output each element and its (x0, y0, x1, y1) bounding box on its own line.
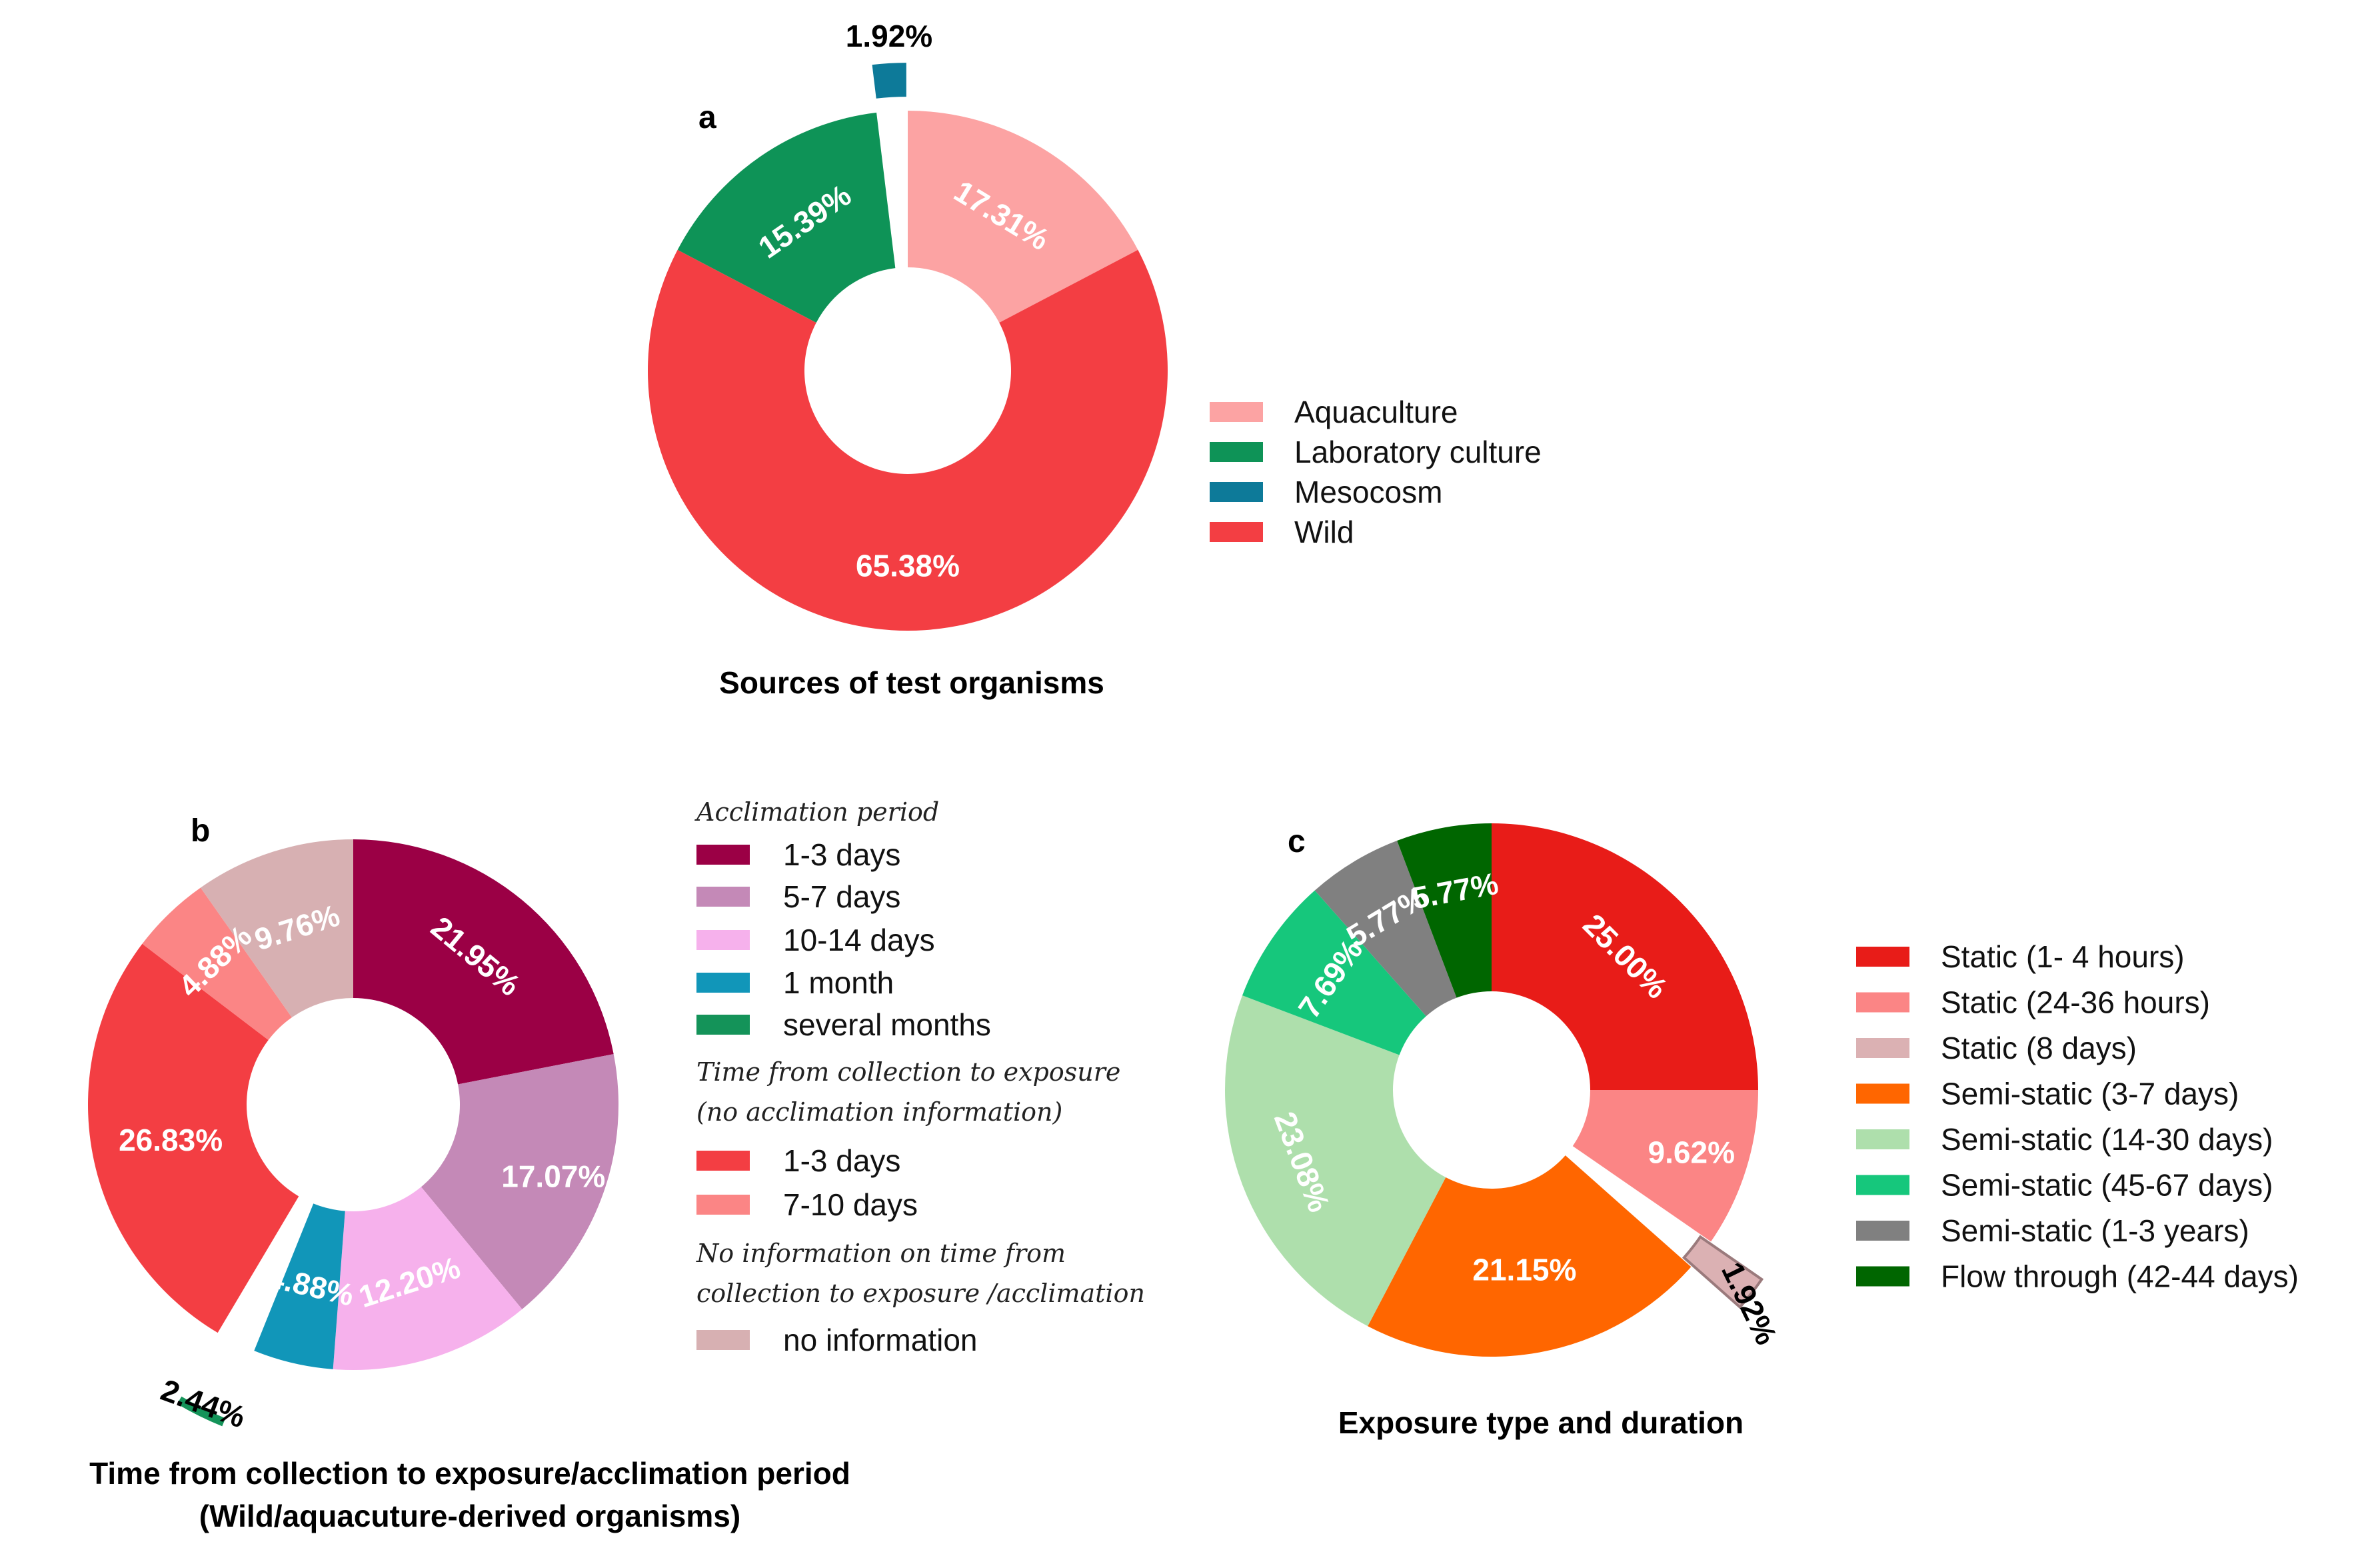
c-slice-semi-static-45-67-days (1242, 890, 1426, 1055)
c-slice-static-8-days-label: 1.92% (1715, 1257, 1784, 1350)
a-legend-swatch-aquaculture (1210, 402, 1263, 422)
b-legend-swatch-no-information-3 (696, 1330, 750, 1350)
panel-c-letter: c (1288, 824, 1306, 859)
b-legend-label-1-month-1: 1 month (783, 965, 894, 1000)
b-slice-1-3-days-collection-label: 26.83% (119, 1123, 223, 1157)
panel-b-subtitle: (Wild/aquacuture-derived organisms) (199, 1499, 740, 1533)
b-legend-label-no-information-3: no information (783, 1323, 978, 1357)
b-legend-swatch-several-months-1 (696, 1015, 750, 1035)
c-legend-label-static-1-4-hours: Static (1- 4 hours) (1941, 939, 2185, 974)
panel-a-legend: Aquaculture Laboratory culture Mesocosm Wil… (1210, 395, 1542, 549)
c-legend-swatch-static-24-36-hours (1856, 992, 1909, 1013)
a-legend-label-wild: Wild (1294, 515, 1354, 549)
b-legend-heading-3: No information on time from (696, 1239, 1066, 1268)
a-slice-wild (648, 249, 1168, 631)
c-legend-swatch-semi-static-3-7-days (1856, 1083, 1909, 1104)
c-legend-label-static-8-days: Static (8 days) (1941, 1031, 2137, 1065)
b-legend-swatch-5-7-days-1 (696, 887, 750, 907)
c-legend-swatch-semi-static-14-30-days (1856, 1129, 1909, 1149)
b-legend-label-1-3-days-2: 1-3 days (783, 1143, 900, 1178)
a-legend-swatch-laboratory-culture (1210, 442, 1263, 462)
b-legend-label-7-10-days-2: 7-10 days (783, 1187, 918, 1222)
c-legend-label-flow-through-42-44-days: Flow through (42-44 days) (1941, 1259, 2299, 1294)
c-slice-flow-through-42-44-days (1397, 823, 1492, 998)
c-legend-label-semi-static-3-7-days: Semi-static (3-7 days) (1941, 1077, 2239, 1111)
panel-b-letter: b (191, 813, 210, 849)
c-legend-label-static-24-36-hours: Static (24-36 hours) (1941, 985, 2210, 1020)
c-legend-swatch-flow-through-42-44-days (1856, 1266, 1909, 1287)
b-legend-label-1-3-days-1: 1-3 days (783, 837, 900, 872)
b-legend-swatch-1-month-1 (696, 973, 750, 993)
c-legend-label-semi-static-14-30-days: Semi-static (14-30 days) (1941, 1122, 2273, 1157)
b-legend-heading-2-line2: (no acclimation information) (696, 1097, 1062, 1127)
b-slice-10-14-days (333, 1187, 523, 1370)
c-legend-label-semi-static-1-3-years: Semi-static (1-3 years) (1941, 1213, 2249, 1248)
a-legend-swatch-mesocosm (1210, 482, 1263, 502)
panel-c-chart: c 25.00%9.62%1.92%21.15%23.08%7.69%5.77%… (1224, 823, 2299, 1440)
b-legend-heading-1: Acclimation period (694, 797, 939, 827)
a-slice-aquaculture (908, 111, 1138, 323)
c-slice-static-8-days (1682, 1235, 1764, 1309)
b-slice-7-10-days (142, 887, 292, 1041)
c-slice-static-1-4-hours (1492, 823, 1758, 1090)
b-legend-label-5-7-days-1: 5-7 days (783, 879, 900, 914)
panel-b-legend: Acclimation period 1-3 days 5-7 days 10-14 … (694, 797, 1145, 1357)
a-slice-mesocosm-label: 1.92% (846, 19, 932, 53)
a-slice-laboratory-culture (677, 112, 896, 323)
c-slice-static-24-36-hours (1572, 1090, 1758, 1242)
b-slice-several-months (177, 1396, 226, 1427)
c-slice-semi-static-14-30-days (1224, 995, 1446, 1327)
panel-a-chart: a 17.31%65.38%15.39%1.92% Sources of tes… (648, 19, 1542, 700)
c-slice-semi-static-1-3-years (1314, 841, 1457, 1017)
c-legend-swatch-static-8-days (1856, 1038, 1909, 1058)
b-legend-label-10-14-days-1: 10-14 days (783, 923, 935, 957)
c-legend-swatch-static-1-4-hours (1856, 947, 1909, 967)
b-legend-swatch-1-3-days-2 (696, 1151, 750, 1171)
a-legend-label-mesocosm: Mesocosm (1294, 475, 1442, 509)
b-slice-1-3-days-collection (87, 943, 299, 1333)
c-legend-label-semi-static-45-67-days: Semi-static (45-67 days) (1941, 1168, 2273, 1203)
a-legend-label-laboratory-culture: Laboratory culture (1294, 435, 1542, 469)
b-legend-swatch-10-14-days-1 (696, 930, 750, 950)
a-slice-mesocosm (872, 63, 906, 99)
b-slice-no-information (200, 839, 353, 1018)
b-legend-swatch-1-3-days-1 (696, 845, 750, 865)
b-legend-label-several-months-1: several months (783, 1007, 991, 1042)
b-legend-heading-3-line2: collection to exposure /acclimation (696, 1279, 1145, 1308)
panel-a-letter: a (698, 100, 716, 135)
panel-b-title: Time from collection to exposure/acclima… (89, 1456, 850, 1491)
b-slice-1-3-days-acclimation (353, 839, 614, 1085)
b-slice-5-7-days-label: 17.07% (501, 1159, 605, 1194)
panel-b-chart: b 21.95%17.07%12.20%4.88%2.44%26.83%4.88… (87, 797, 1145, 1533)
a-legend-label-aquaculture: Aquaculture (1294, 395, 1458, 429)
b-slice-several-months-label: 2.44% (157, 1372, 250, 1434)
a-legend-swatch-wild (1210, 522, 1263, 542)
panel-c-title: Exposure type and duration (1338, 1405, 1744, 1440)
c-legend-swatch-semi-static-45-67-days (1856, 1175, 1909, 1195)
b-legend-swatch-7-10-days-2 (696, 1195, 750, 1215)
a-slice-wild-label: 65.38% (856, 549, 960, 583)
panel-a-title: Sources of test organisms (719, 665, 1104, 700)
c-slice-static-24-36-hours-label: 9.62% (1648, 1135, 1735, 1169)
c-slice-semi-static-3-7-days-label: 21.15% (1472, 1253, 1576, 1287)
c-legend-swatch-semi-static-1-3-years (1856, 1221, 1909, 1241)
c-slice-semi-static-3-7-days (1368, 1155, 1692, 1357)
b-legend-heading-2: Time from collection to exposure (696, 1057, 1120, 1087)
panel-c-legend: Static (1- 4 hours) Static (24-36 hours) S… (1856, 939, 2299, 1294)
b-slice-1-month (254, 1203, 345, 1369)
b-slice-5-7-days (421, 1054, 619, 1309)
